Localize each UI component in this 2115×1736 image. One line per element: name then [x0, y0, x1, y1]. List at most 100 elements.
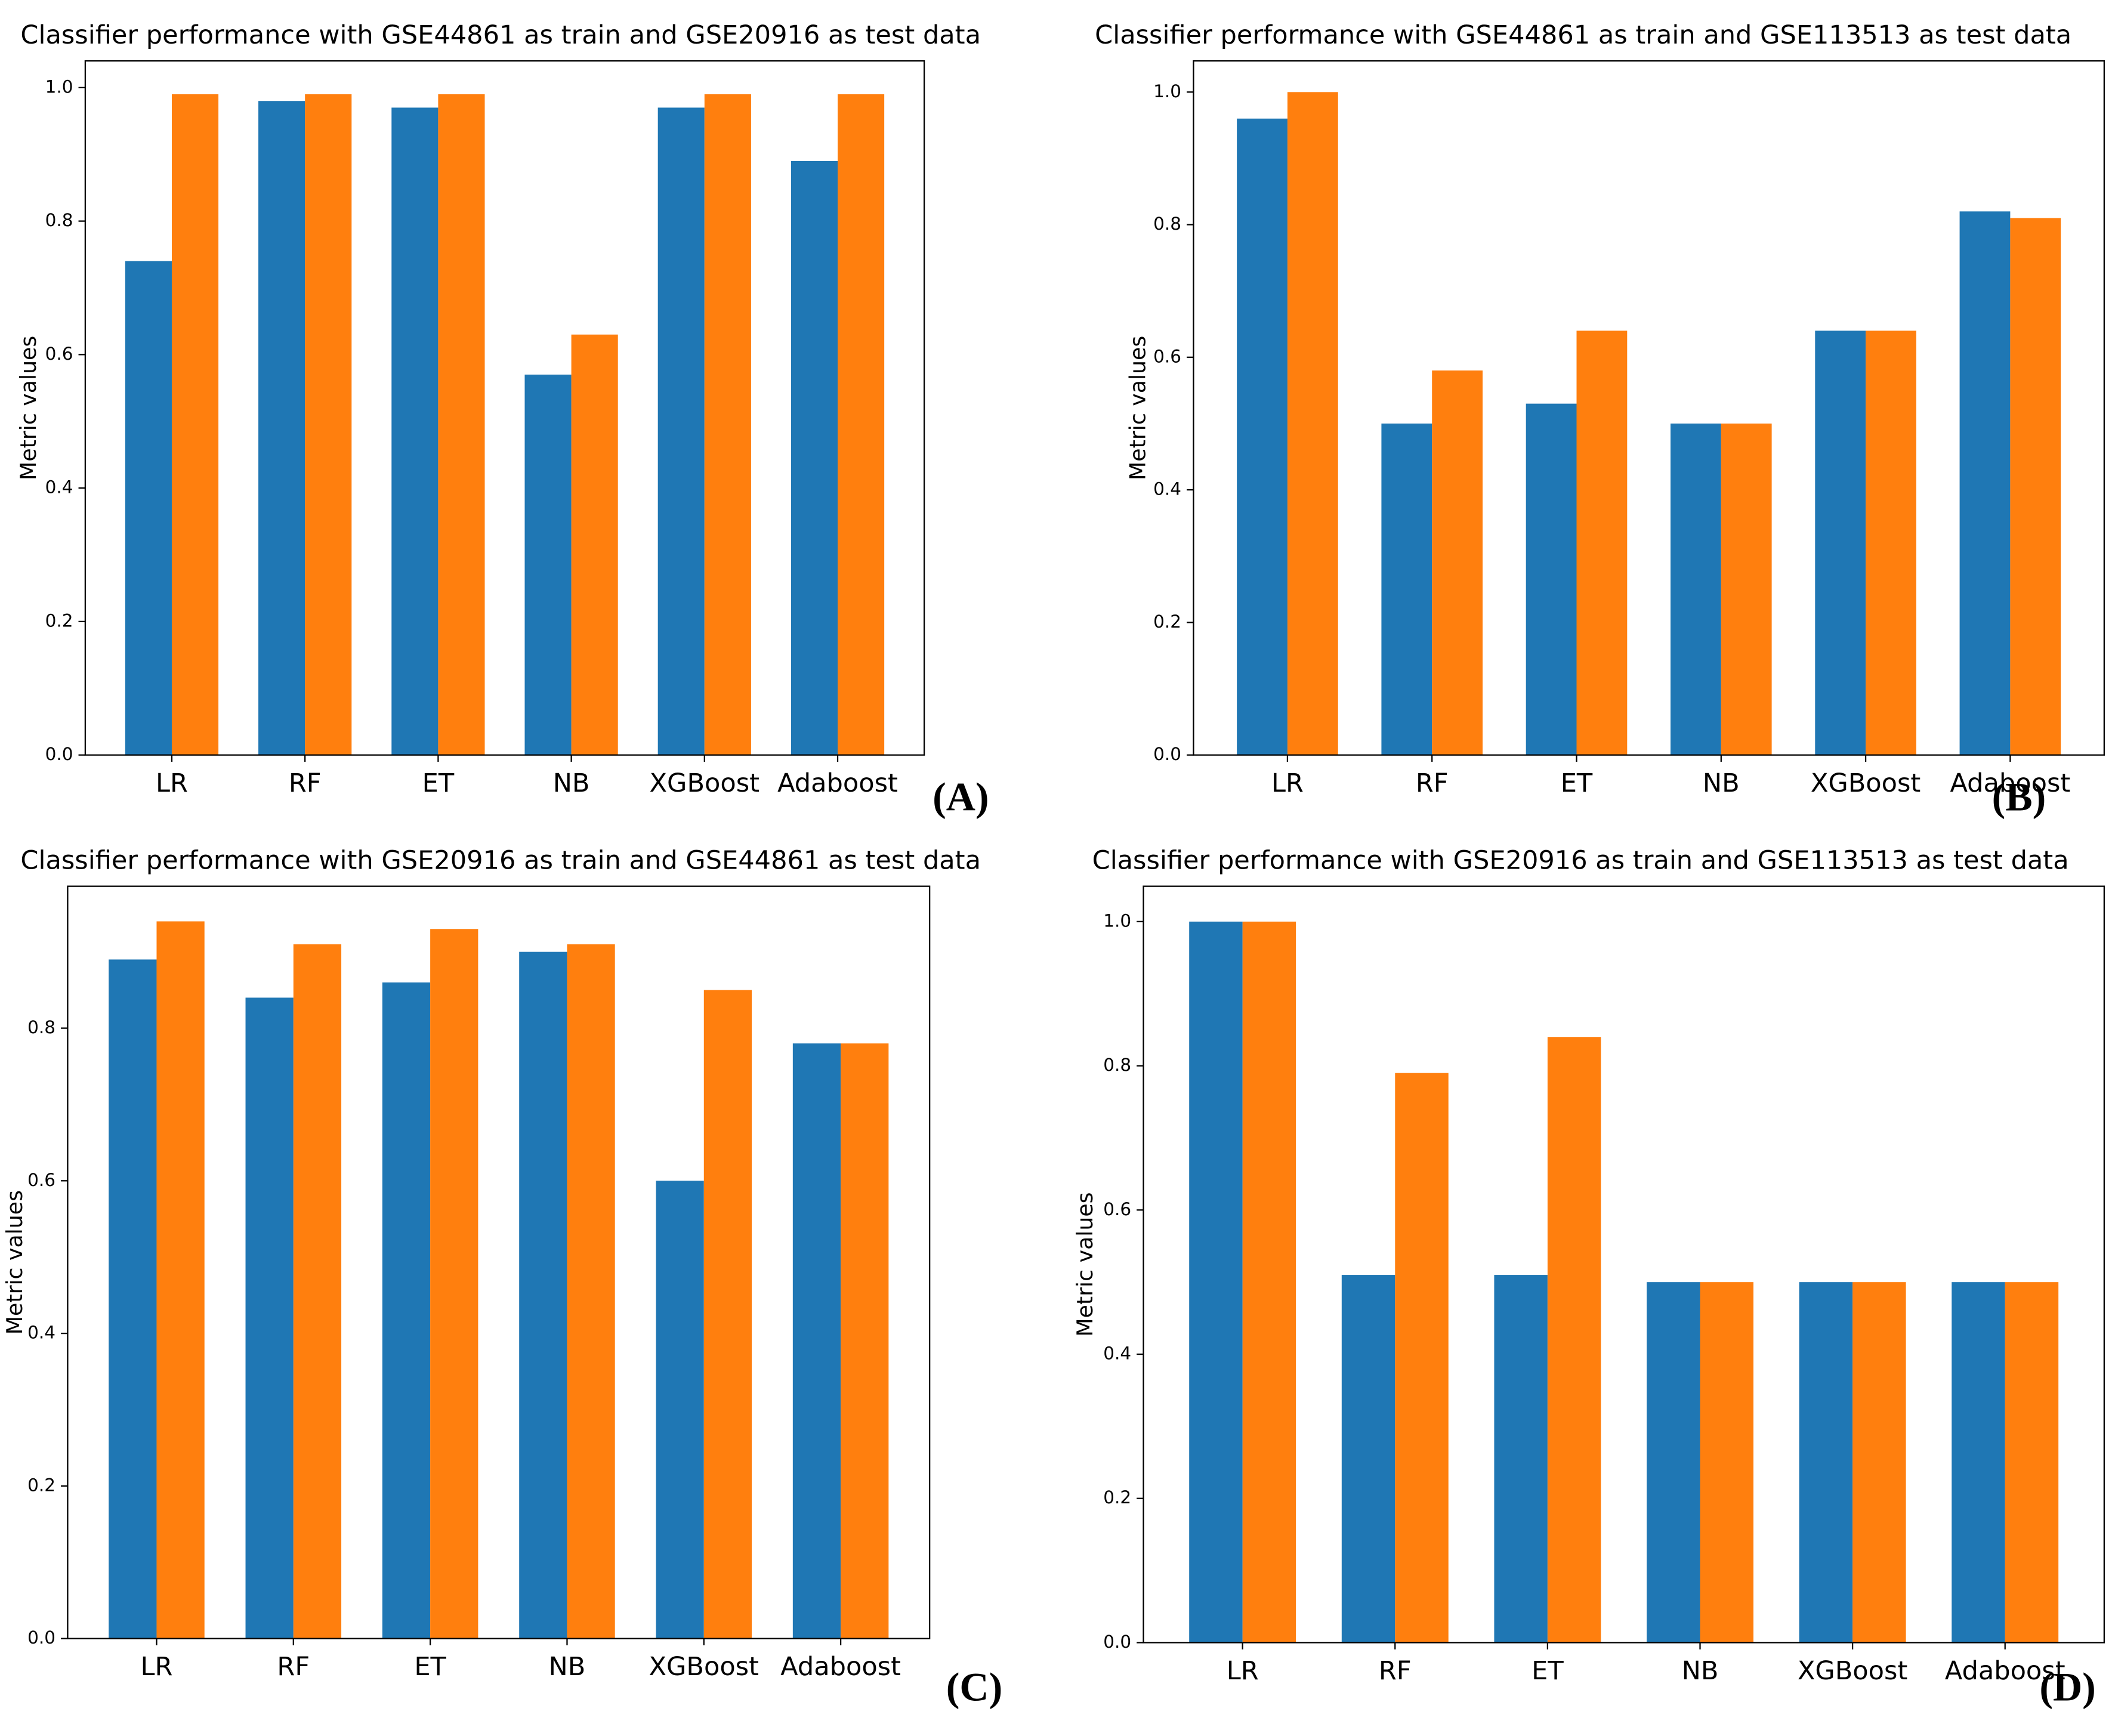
y-tick-label: 1.0: [1153, 81, 1181, 101]
bar: [524, 374, 572, 755]
x-tick-label: RF: [289, 768, 322, 798]
x-tick-label: XGBoost: [1798, 1656, 1908, 1686]
x-tick-label: ET: [414, 1652, 446, 1682]
bar: [1381, 423, 1432, 755]
bar: [567, 944, 615, 1639]
x-tick-label: NB: [1703, 768, 1740, 798]
bar: [838, 94, 885, 755]
x-tick-label: NB: [553, 768, 590, 798]
y-tick-label: 0.4: [1103, 1343, 1131, 1364]
plot-frame: [1143, 885, 2105, 1644]
x-tick-label: LR: [156, 768, 188, 798]
bar: [2010, 218, 2061, 755]
bar: [704, 94, 751, 755]
bar: [171, 94, 219, 755]
x-tick-label: XGBoost: [649, 1652, 759, 1682]
bar: [1189, 921, 1243, 1643]
x-tick-label: LR: [140, 1652, 172, 1682]
y-tick-label: 0.8: [1103, 1055, 1131, 1075]
y-axis-label: Metric values: [2, 1190, 27, 1335]
bar: [125, 261, 172, 755]
bar: [1432, 370, 1483, 755]
bar: [1576, 330, 1628, 755]
x-tick-label: XGBoost: [1811, 768, 1921, 798]
bar: [1959, 211, 2011, 755]
y-tick-label: 0.4: [45, 477, 73, 498]
x-tick-label: RF: [1416, 768, 1449, 798]
bar: [1815, 330, 1866, 755]
x-tick-label: ET: [1532, 1656, 1564, 1686]
y-tick-label: 0.8: [45, 210, 73, 230]
x-tick-label: RF: [277, 1652, 310, 1682]
bar: [258, 101, 305, 755]
y-tick-label: 0.8: [1153, 214, 1181, 234]
x-tick-label: LR: [1227, 1656, 1259, 1686]
y-tick-label: 0.2: [1103, 1487, 1131, 1508]
y-tick-label: 0.0: [1103, 1632, 1131, 1652]
bar: [438, 94, 485, 755]
bar: [703, 990, 752, 1639]
plot-frame: [67, 885, 931, 1639]
bar: [571, 334, 618, 755]
x-tick-label: ET: [422, 768, 455, 798]
bar: [519, 952, 567, 1639]
x-tick-label: ET: [1561, 768, 1593, 798]
y-tick-label: 1.0: [1103, 910, 1131, 931]
x-tick-label: RF: [1379, 1656, 1412, 1686]
bar: [1799, 1282, 1853, 1643]
y-tick-label: 0.6: [27, 1170, 55, 1190]
y-tick-label: 0.6: [45, 344, 73, 364]
bar: [1242, 921, 1296, 1643]
y-tick-label: 0.6: [1103, 1199, 1131, 1219]
bar: [792, 1043, 841, 1639]
bar: [1866, 330, 1916, 755]
x-tick-label: Adaboost: [1945, 1656, 2065, 1686]
plot-frame: [1193, 60, 2105, 756]
x-tick-label: Adaboost: [1950, 768, 2070, 798]
bar: [1395, 1073, 1449, 1643]
bar: [1670, 423, 1721, 755]
y-axis-label: Metric values: [1072, 1192, 1098, 1336]
y-tick-label: 0.2: [1153, 611, 1181, 632]
bar: [2005, 1282, 2059, 1643]
bar: [656, 1181, 704, 1639]
y-tick-label: 0.2: [27, 1475, 55, 1495]
y-tick-label: 0.0: [45, 744, 73, 764]
y-tick-label: 0.2: [45, 610, 73, 631]
bar: [1547, 1037, 1601, 1643]
bar: [245, 997, 294, 1639]
x-tick-label: NB: [1682, 1656, 1719, 1686]
y-tick-label: 0.0: [1153, 744, 1181, 764]
plot-frame: [84, 60, 925, 756]
bar: [657, 107, 705, 755]
panel-label: (A): [933, 774, 989, 819]
bar: [109, 959, 157, 1639]
bar: [1341, 1275, 1395, 1643]
y-axis-label: Metric values: [1125, 336, 1151, 480]
x-tick-label: XGBoost: [650, 768, 760, 798]
bar: [1721, 423, 1772, 755]
x-tick-label: Adaboost: [777, 768, 898, 798]
x-tick-label: NB: [549, 1652, 586, 1682]
bar: [1237, 118, 1287, 755]
y-tick-label: 0.8: [27, 1017, 55, 1037]
bar: [305, 94, 352, 755]
bar: [391, 107, 439, 755]
bar: [1952, 1282, 2005, 1643]
y-tick-label: 0.0: [27, 1627, 55, 1648]
panel-label: (B): [1992, 774, 2046, 819]
bar: [382, 982, 431, 1639]
panel-label: (D): [2039, 1664, 2095, 1710]
bar: [1494, 1275, 1548, 1643]
bar: [1287, 92, 1338, 755]
y-tick-label: 0.6: [1153, 346, 1181, 366]
bar: [293, 944, 342, 1639]
chart-title: Classifier performance with GSE44861 as …: [1095, 20, 2071, 50]
bar: [791, 160, 838, 755]
chart-title: Classifier performance with GSE44861 as …: [20, 20, 981, 50]
x-tick-label: LR: [1271, 768, 1304, 798]
bar: [1700, 1282, 1753, 1643]
bar: [1852, 1282, 1906, 1643]
y-tick-label: 0.4: [1153, 479, 1181, 499]
